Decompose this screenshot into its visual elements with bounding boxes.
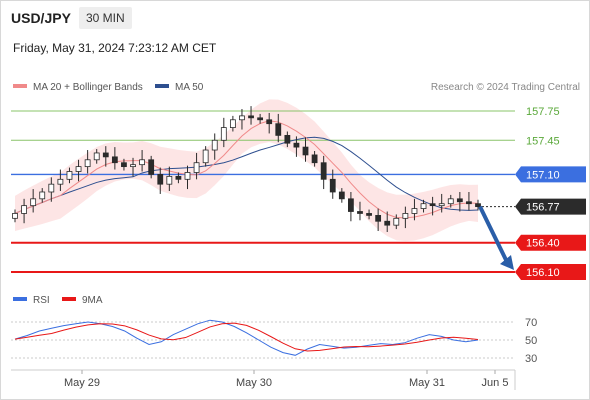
level-tag-support <box>515 264 586 280</box>
candle-body <box>402 213 409 219</box>
candle-body <box>456 198 463 203</box>
candle-body <box>139 159 145 166</box>
level-labels: 157.75 157.45 157.10 156.77 156.40 156.10 <box>515 106 586 280</box>
candle-body <box>338 191 345 200</box>
price-levels <box>11 110 515 273</box>
candle-body <box>93 152 100 161</box>
x-tick-label: May 30 <box>236 377 272 389</box>
candle-body <box>248 115 254 119</box>
candle-body <box>229 119 236 128</box>
level-label-support: 156.40 <box>526 238 560 250</box>
candle-body <box>429 203 436 207</box>
candle-body <box>84 159 91 168</box>
level-label-resistance: 157.45 <box>526 135 560 147</box>
candle-body <box>275 123 282 136</box>
credit-text: Research © 2024 Trading Central <box>431 82 580 93</box>
level-label-current: 156.77 <box>526 202 560 214</box>
candle-body <box>366 213 372 216</box>
ma20-line <box>14 120 479 219</box>
candle-body <box>266 119 273 125</box>
candle-body <box>466 201 472 205</box>
candle-body <box>66 171 73 180</box>
candle-body <box>348 198 354 212</box>
candle-body <box>175 175 182 180</box>
candle-body <box>475 203 481 208</box>
ma50-legend-swatch <box>155 84 169 88</box>
candle-body <box>438 203 445 207</box>
candle-body <box>75 166 82 172</box>
candle-body <box>202 149 209 164</box>
candle-body <box>239 115 245 121</box>
candle-body <box>12 213 18 219</box>
ma20-legend-label: MA 20 + Bollinger Bands <box>33 82 143 93</box>
candle-body <box>148 159 155 175</box>
level-tag-current <box>515 198 586 215</box>
level-label-support: 156.10 <box>526 267 560 279</box>
forecast-arrow-head <box>500 255 514 270</box>
candle-body <box>39 191 46 200</box>
candle-body <box>166 175 173 185</box>
rsi-legend-label: RSI <box>33 295 50 306</box>
candle-body <box>57 178 64 185</box>
candle-body <box>411 208 418 214</box>
candle-body <box>257 117 264 121</box>
candle-body <box>284 134 291 144</box>
rsi-ma-legend-swatch <box>62 297 76 301</box>
candle-body <box>320 162 327 180</box>
ma50-legend-label: MA 50 <box>175 82 204 93</box>
candle-body <box>130 164 136 168</box>
candle-body <box>30 198 37 207</box>
x-tick-label: May 31 <box>409 377 445 389</box>
ma20-legend-swatch <box>13 84 27 88</box>
level-label-pivot: 157.10 <box>526 169 560 181</box>
instrument-symbol: USD/JPY <box>11 10 71 26</box>
x-tick-label: May 29 <box>64 377 100 389</box>
candle-body <box>302 146 309 156</box>
bollinger-band-area <box>15 99 478 242</box>
rsi-ma-legend-label: 9MA <box>82 295 103 306</box>
rsi-legend-swatch <box>13 297 27 301</box>
candle-body <box>420 203 427 209</box>
x-tick-label: Jun 5 <box>482 377 509 389</box>
rsi-ma-line <box>14 322 479 352</box>
timeframe-button[interactable]: 30 MIN <box>79 7 132 29</box>
candle-body <box>111 156 118 164</box>
x-axis-ticks: May 29 May 30 May 31 Jun 5 <box>64 370 509 389</box>
candlesticks <box>12 106 481 232</box>
candle-body <box>193 162 200 173</box>
candle-body <box>384 220 391 226</box>
candle-body <box>102 152 109 158</box>
forecast-arrow-shaft <box>478 205 509 263</box>
candle-body <box>393 217 400 226</box>
level-tag-support <box>515 234 586 251</box>
rsi-lines <box>14 319 479 356</box>
candle-body <box>48 183 55 193</box>
rsi-tick-label: 30 <box>525 353 537 365</box>
candle-body <box>157 174 164 185</box>
candle-body <box>357 211 363 214</box>
bollinger-bands <box>15 99 478 242</box>
candle-body <box>311 154 318 164</box>
forecast-arrow <box>478 205 514 270</box>
moving-averages <box>14 120 479 219</box>
candle-body <box>447 198 454 205</box>
candle-body <box>184 172 191 180</box>
ma50-line <box>14 136 479 214</box>
candle-body <box>375 215 382 222</box>
candle-body <box>21 205 27 214</box>
candle-body <box>220 127 227 141</box>
candle-body <box>329 178 336 193</box>
level-label-resistance: 157.75 <box>526 106 560 118</box>
candle-body <box>211 139 218 151</box>
timestamp: Friday, May 31, 2024 7:23:12 AM CET <box>13 41 217 55</box>
candle-body <box>293 142 300 148</box>
rsi-line <box>14 319 479 356</box>
rsi-tick-label: 70 <box>525 317 537 329</box>
level-tag-pivot <box>515 166 586 183</box>
rsi-tick-label: 50 <box>525 335 537 347</box>
candle-body <box>121 162 127 168</box>
